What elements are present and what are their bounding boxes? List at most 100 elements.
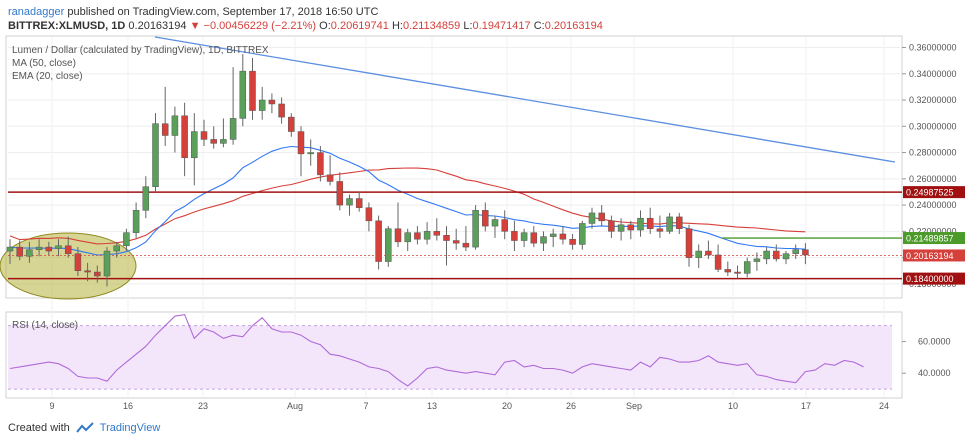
candle [559, 226, 567, 245]
price-tick-label: 0.26000000 [909, 174, 957, 184]
candle-body [802, 249, 809, 256]
candle-body [404, 232, 411, 243]
footer-created-with: Created with [8, 422, 70, 434]
candle [64, 236, 72, 258]
candle-body [26, 249, 33, 257]
candle [45, 241, 53, 255]
candle [385, 226, 392, 267]
author-name[interactable]: ranadagger [8, 6, 65, 18]
candle [355, 191, 363, 212]
candle-body [375, 220, 382, 262]
price-level-tag [903, 249, 965, 262]
candle [94, 265, 101, 283]
chart-header: ranadagger published on TradingView.com,… [8, 5, 603, 33]
price-level-tag [903, 186, 965, 199]
price-tick-label: 0.28000000 [909, 148, 957, 158]
candle-body [103, 250, 111, 277]
candle [152, 113, 159, 192]
open-label: O: [319, 20, 331, 32]
candle-body [743, 261, 751, 274]
candle [220, 118, 227, 148]
candle [501, 210, 508, 240]
rsi-indicator: 60.0000 40.0000 [8, 313, 951, 390]
candle-body [792, 249, 799, 254]
footer-brand[interactable]: TradingView [99, 422, 161, 434]
candle [530, 226, 538, 248]
legend-ma[interactable]: MA (50, close) [12, 58, 76, 69]
candle [161, 86, 169, 146]
publish-line: ranadagger published on TradingView.com,… [8, 5, 603, 19]
candle [782, 251, 790, 265]
legend-title: Lumen / Dollar (calculated by TradingVie… [12, 45, 269, 56]
candle [414, 226, 421, 245]
candle [491, 215, 499, 238]
candle-body [608, 220, 615, 232]
date-tick-label: 13 [427, 401, 437, 411]
candle [598, 205, 605, 227]
candle-body [491, 219, 499, 227]
legend-rsi[interactable]: RSI (14, close) [12, 320, 79, 331]
candles [6, 54, 809, 287]
candle [26, 241, 33, 263]
date-tick-label: 20 [502, 401, 512, 411]
open-value: 0.20619741 [330, 20, 389, 32]
candle-body [540, 236, 547, 244]
high-value: 0.21134859 [402, 20, 461, 32]
rsi-pane-border [5, 311, 903, 399]
candle [608, 215, 615, 238]
candle-body [695, 250, 702, 258]
candle [462, 226, 470, 252]
last-price: 0.20163194 [128, 20, 187, 32]
candle [579, 220, 586, 250]
candle [210, 126, 217, 149]
price-tick-label: 0.24000000 [909, 200, 957, 210]
candle [123, 228, 130, 252]
candle-body [734, 271, 741, 274]
price-level-label: 0.18400000 [906, 274, 954, 284]
price-axis[interactable]: 0.36000000 0.34000000 0.32000000 0.30000000… [902, 43, 965, 289]
date-axis[interactable]: 9 16 23 Aug 7 13 20 26 Sep 10 17 24 [49, 401, 889, 411]
price-level-tag [903, 232, 965, 245]
candle [74, 247, 82, 276]
candle [482, 202, 489, 232]
candle [307, 139, 314, 166]
candle-body [365, 207, 373, 222]
candle-body [132, 210, 140, 233]
candle [258, 86, 266, 120]
candle-body [452, 240, 460, 244]
candle [627, 220, 635, 240]
candle-body [646, 217, 654, 229]
candle-body [220, 139, 227, 144]
candle-body [35, 246, 43, 250]
candle [656, 215, 664, 238]
date-tick-label: 10 [728, 401, 738, 411]
change-arrow-icon: ▼ [189, 20, 201, 32]
date-tick-label: 24 [879, 401, 889, 411]
candle-body [84, 270, 91, 273]
candle [802, 243, 809, 265]
candle [724, 261, 732, 276]
candle [278, 97, 285, 124]
candle-body [656, 228, 664, 232]
date-tick-label: Aug [287, 401, 303, 411]
candle [404, 228, 411, 252]
price-pane-border [5, 35, 903, 299]
legend-ema[interactable]: EMA (20, close) [12, 71, 83, 82]
candle [433, 218, 441, 241]
candle-body [472, 210, 479, 248]
candle-body [307, 152, 314, 155]
candle [734, 265, 741, 279]
candle-body [94, 271, 101, 277]
trend-line [154, 36, 896, 163]
candle-body [462, 242, 470, 248]
candle [336, 172, 344, 211]
candle [666, 212, 673, 234]
candle-body [385, 228, 392, 262]
candle [646, 207, 654, 234]
candle [249, 58, 256, 120]
price-tick-label: 0.36000000 [909, 43, 957, 53]
candle [540, 231, 547, 252]
candle-body [229, 118, 237, 140]
candle-body [627, 224, 635, 231]
